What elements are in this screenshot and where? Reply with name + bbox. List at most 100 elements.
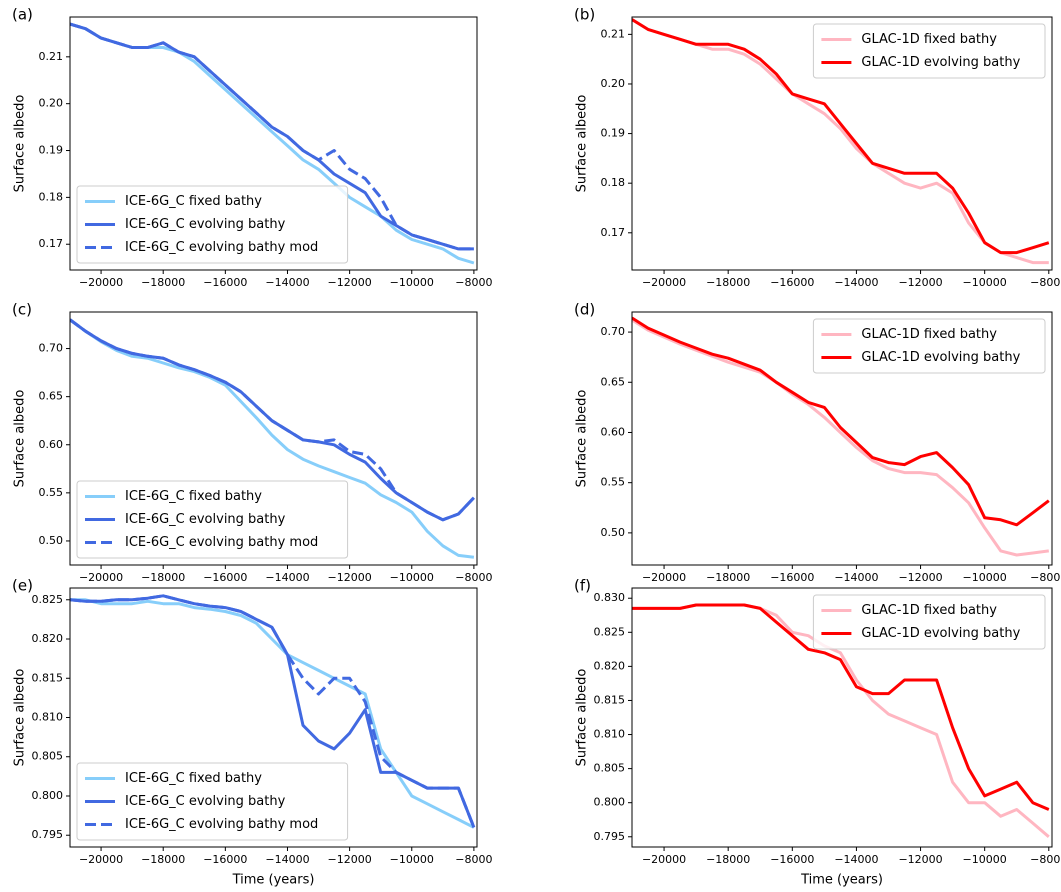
x-tick-label: −12000 bbox=[328, 276, 372, 289]
x-axis-label: Time (years) bbox=[800, 873, 883, 888]
axes-frame bbox=[69, 16, 478, 271]
legend-label: ICE-6G_C evolving bathy mod bbox=[125, 240, 318, 255]
legend-label: GLAC-1D evolving bathy bbox=[861, 350, 1020, 365]
y-tick-label: 0.60 bbox=[39, 438, 64, 451]
axes-frame bbox=[631, 311, 1053, 566]
y-tick-label: 0.810 bbox=[594, 728, 626, 741]
x-tick-label: −20000 bbox=[79, 276, 123, 289]
series-line bbox=[632, 18, 1050, 255]
x-tick-label: −10000 bbox=[963, 853, 1007, 866]
x-tick-label: −14000 bbox=[265, 276, 309, 289]
legend-label: ICE-6G_C evolving bathy bbox=[125, 512, 286, 527]
x-tick-label: −18000 bbox=[706, 571, 750, 584]
axes-frame bbox=[69, 587, 478, 848]
y-axis-label: Surface albedo bbox=[13, 390, 28, 488]
plot-area bbox=[632, 603, 1050, 838]
plot-area bbox=[632, 316, 1050, 557]
plot-area bbox=[70, 22, 475, 265]
panel: (e) Surface albedo Time (years) 0.795 0.800 0… bbox=[12, 577, 493, 888]
y-tick-label: 0.19 bbox=[39, 144, 64, 157]
axes-frame bbox=[631, 16, 1053, 271]
y-tick-label: 0.55 bbox=[601, 476, 626, 489]
x-tick-label: −8000 bbox=[1030, 571, 1061, 584]
panel-label: (c) bbox=[12, 301, 32, 319]
legend-label: GLAC-1D evolving bathy bbox=[861, 626, 1020, 641]
x-tick-label: −14000 bbox=[834, 571, 878, 584]
y-tick-label: 0.805 bbox=[594, 762, 626, 775]
legend-label: ICE-6G_C fixed bathy bbox=[125, 771, 262, 786]
series-line bbox=[70, 318, 475, 522]
x-tick-label: −12000 bbox=[898, 571, 942, 584]
y-tick-label: 0.20 bbox=[39, 97, 64, 110]
y-axis-label: Surface albedo bbox=[575, 390, 590, 488]
panel-label: (a) bbox=[12, 6, 33, 24]
y-axis-label: Surface albedo bbox=[13, 669, 28, 767]
legend: ICE-6G_C fixed bathy ICE-6G_C evolving ba… bbox=[76, 185, 349, 264]
y-axis-label: Surface albedo bbox=[13, 95, 28, 193]
x-tick-label: −10000 bbox=[390, 276, 434, 289]
y-tick-label: 0.70 bbox=[39, 342, 64, 355]
y-tick-label: 0.810 bbox=[32, 711, 64, 724]
y-tick-label: 0.18 bbox=[601, 176, 626, 189]
x-tick-label: −18000 bbox=[706, 276, 750, 289]
legend-box bbox=[76, 762, 349, 841]
x-tick-label: −20000 bbox=[642, 853, 686, 866]
x-tick-label: −10000 bbox=[390, 571, 434, 584]
x-tick-label: −8000 bbox=[455, 276, 492, 289]
x-tick-label: −14000 bbox=[834, 853, 878, 866]
x-tick-label: −16000 bbox=[770, 853, 814, 866]
y-tick-label: 0.50 bbox=[39, 534, 64, 547]
legend-label: ICE-6G_C fixed bathy bbox=[125, 194, 262, 209]
y-tick-label: 0.70 bbox=[601, 325, 626, 338]
panel-label: (d) bbox=[574, 301, 595, 319]
x-tick-label: −18000 bbox=[706, 853, 750, 866]
series-line bbox=[70, 594, 476, 828]
legend-label: GLAC-1D fixed bathy bbox=[861, 603, 997, 618]
x-tick-label: −18000 bbox=[141, 853, 185, 866]
panel: (c) Surface albedo 0.50 0.55 0.60 0.65 0.70 −20… bbox=[12, 301, 493, 585]
legend-label: ICE-6G_C evolving bathy mod bbox=[125, 535, 318, 550]
y-tick-label: 0.19 bbox=[601, 127, 626, 140]
legend-box bbox=[812, 23, 1046, 79]
y-tick-label: 0.805 bbox=[32, 750, 64, 763]
legend-box bbox=[76, 185, 349, 264]
x-tick-label: −20000 bbox=[642, 276, 686, 289]
y-tick-label: 0.795 bbox=[594, 830, 626, 843]
plot-area bbox=[632, 18, 1050, 265]
y-tick-label: 0.21 bbox=[39, 50, 64, 63]
legend: GLAC-1D fixed bathy GLAC-1D evolving bath… bbox=[812, 318, 1046, 374]
series-line bbox=[632, 316, 1050, 527]
x-tick-label: −8000 bbox=[455, 571, 492, 584]
x-tick-label: −16000 bbox=[203, 853, 247, 866]
axes-frame bbox=[69, 311, 478, 566]
y-tick-label: 0.20 bbox=[601, 77, 626, 90]
x-tick-label: −18000 bbox=[141, 571, 185, 584]
legend: GLAC-1D fixed bathy GLAC-1D evolving bath… bbox=[812, 23, 1046, 79]
x-tick-label: −20000 bbox=[79, 571, 123, 584]
series-line bbox=[70, 318, 475, 559]
panel-label: (b) bbox=[574, 6, 595, 24]
y-tick-label: 0.65 bbox=[601, 375, 626, 388]
y-tick-label: 0.820 bbox=[594, 659, 626, 672]
legend: ICE-6G_C fixed bathy ICE-6G_C evolving ba… bbox=[76, 480, 349, 559]
y-tick-label: 0.800 bbox=[594, 796, 626, 809]
y-tick-label: 0.800 bbox=[32, 789, 64, 802]
series-line bbox=[632, 18, 1049, 265]
y-tick-label: 0.17 bbox=[39, 237, 64, 250]
series-line bbox=[70, 22, 474, 251]
x-tick-label: −10000 bbox=[390, 853, 434, 866]
y-tick-label: 0.55 bbox=[39, 486, 64, 499]
legend: ICE-6G_C fixed bathy ICE-6G_C evolving ba… bbox=[76, 762, 349, 841]
series-line bbox=[70, 598, 475, 829]
y-tick-label: 0.825 bbox=[594, 625, 626, 638]
y-tick-label: 0.830 bbox=[594, 591, 626, 604]
y-tick-label: 0.825 bbox=[32, 593, 64, 606]
x-axis-label: Time (years) bbox=[232, 873, 315, 888]
x-tick-label: −16000 bbox=[203, 571, 247, 584]
plot-area bbox=[70, 594, 476, 829]
x-tick-label: −16000 bbox=[770, 276, 814, 289]
legend-label: GLAC-1D evolving bathy bbox=[861, 55, 1020, 70]
x-tick-label: −12000 bbox=[898, 853, 942, 866]
legend-box bbox=[76, 480, 349, 559]
